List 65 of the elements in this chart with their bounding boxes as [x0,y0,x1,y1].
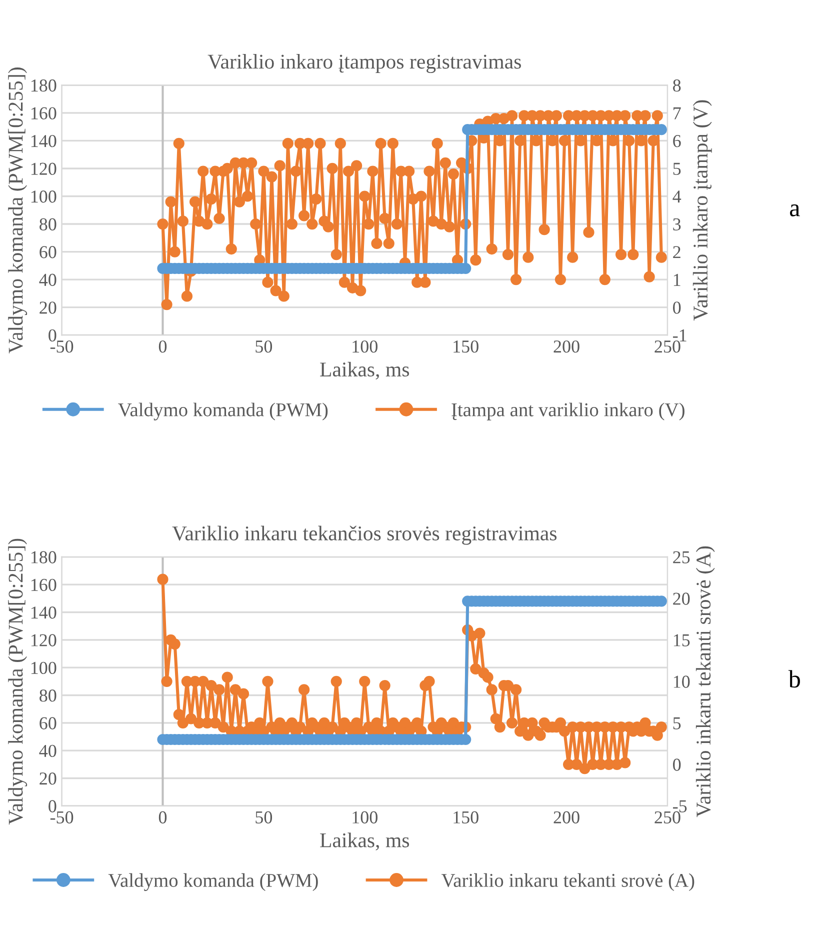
y-tick-label: 100 [31,662,56,674]
y-tick-label: 140 [31,134,56,148]
y2-axis-title: Variklio inkaro įtampa (V) [692,100,712,321]
y2-tick-label: -1 [673,329,686,342]
x-tick-label: 250 [654,811,680,824]
x-tick-label: 0 [158,340,167,353]
y2-tick-label: 0 [673,758,681,771]
y-tick-label: 120 [31,162,56,175]
x-tick-label: 100 [352,811,378,824]
y-tick-label: 180 [31,79,56,92]
y2-tick-label: 8 [673,79,681,92]
y2-tick-label: 1 [674,274,680,286]
y2-tick-label: -5 [673,800,687,812]
y2-tick-label: 25 [673,551,690,564]
y-tick-label: 0 [48,329,56,342]
y-tick-label: 160 [31,107,56,120]
chart-title: Variklio inkaro įtampos registravimas [208,54,521,74]
x-tick-label: 50 [256,340,272,353]
y-tick-label: 0 [48,800,56,812]
chart-title: Variklio inkaru tekančios srovės registravimas [172,526,557,545]
x-axis-title: Laikas, ms [320,362,410,380]
legend-label: Valdymo komanda (PWM) [108,873,318,891]
y2-tick-label: 5 [673,717,681,730]
text: a [790,204,800,216]
y-axis-title: Valdymo komanda (PWM[0:255]) [8,538,28,825]
y-tick-label: 20 [40,772,56,785]
y-tick-label: 40 [39,744,56,758]
y2-tick-label: 6 [673,135,681,148]
y-tick-label: 60 [40,246,56,258]
y2-tick-label: 3 [673,218,681,230]
y2-tick-label: 4 [672,190,682,203]
x-tick-label: 250 [654,340,680,353]
x-tick-label: -50 [50,340,74,353]
text: b [788,670,800,688]
x-tick-label: 100 [352,340,378,353]
y-tick-label: 100 [31,190,56,203]
y2-tick-label: 7 [674,107,681,120]
y-tick-label: 140 [31,606,56,619]
legend-label: Įtampa ant variklio inkaro (V) [452,402,684,420]
x-tick-label: 200 [554,340,580,353]
y2-tick-label: 15 [674,634,690,646]
x-tick-label: 0 [158,811,167,824]
y2-axis-title: Variklio inkaru tekanti srovė (A) [696,546,715,818]
x-tick-label: 50 [256,811,272,824]
y-tick-label: 80 [40,689,56,702]
y-axis-title: Valdymo komanda (PWM[0:255]) [8,68,28,354]
legend-label: Variklio inkaru tekanti srovė (A) [441,873,694,891]
y-tick-label: 180 [31,551,56,564]
y2-tick-label: 2 [673,246,680,258]
y-tick-label: 80 [40,218,56,230]
y2-tick-label: 10 [674,676,690,688]
x-tick-label: -50 [50,811,74,824]
y-tick-label: 120 [31,634,56,646]
x-tick-label: 150 [454,340,478,353]
y-tick-label: 160 [31,578,56,592]
x-tick-label: 150 [454,811,478,824]
y2-tick-label: 5 [673,162,681,175]
legend-label: Valdymo komanda (PWM) [118,402,328,420]
y-tick-label: 60 [40,717,56,730]
y2-tick-label: 0 [673,302,681,314]
x-axis-title: Laikas, ms [320,832,410,850]
x-tick-label: 200 [554,811,580,824]
y-tick-label: 40 [39,274,56,286]
y2-tick-label: 20 [673,592,690,605]
y-tick-label: 20 [40,302,56,314]
